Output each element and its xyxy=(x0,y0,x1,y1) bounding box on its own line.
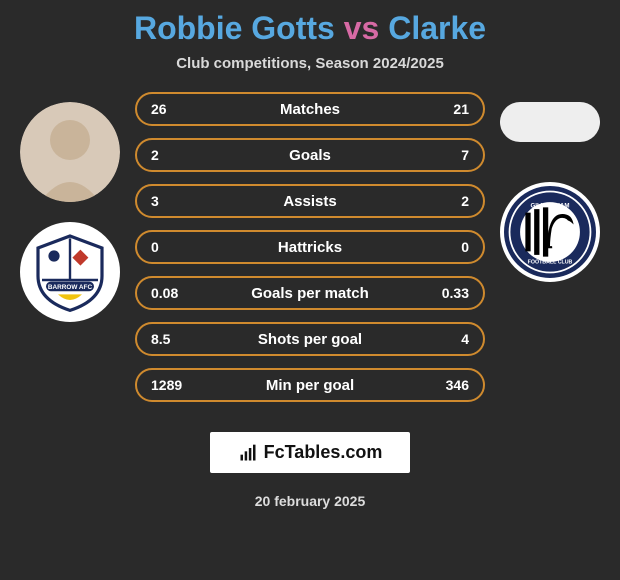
stat-label: Matches xyxy=(191,101,429,118)
avatar-placeholder-icon xyxy=(500,102,600,142)
stat-value-left: 0 xyxy=(151,239,191,255)
stat-label: Goals xyxy=(191,147,429,164)
stat-value-left: 3 xyxy=(151,193,191,209)
player1-club-badge: BARROW AFC xyxy=(20,222,120,322)
stat-value-right: 21 xyxy=(429,101,469,117)
stat-label: Hattricks xyxy=(191,239,429,256)
title-player2: Clarke xyxy=(388,10,486,46)
player1-avatar xyxy=(20,102,120,202)
gillingham-badge-icon: GILLINGHAM FOOTBALL CLUB xyxy=(506,188,594,276)
stat-value-right: 4 xyxy=(429,331,469,347)
stat-row: 26Matches21 xyxy=(135,92,485,126)
branding-text: FcTables.com xyxy=(264,442,383,463)
player2-avatar xyxy=(500,102,600,142)
stat-label: Assists xyxy=(191,193,429,210)
svg-text:GILLINGHAM: GILLINGHAM xyxy=(531,202,570,209)
svg-text:BARROW AFC: BARROW AFC xyxy=(48,284,93,291)
stats-table: 26Matches212Goals73Assists20Hattricks00.… xyxy=(135,92,485,402)
page-title: Robbie Gotts vs Clarke xyxy=(134,10,486,47)
stat-value-left: 26 xyxy=(151,101,191,117)
stat-row: 8.5Shots per goal4 xyxy=(135,322,485,356)
stat-label: Goals per match xyxy=(191,285,429,302)
title-player1: Robbie Gotts xyxy=(134,10,335,46)
stat-value-right: 7 xyxy=(429,147,469,163)
player2-club-badge: GILLINGHAM FOOTBALL CLUB xyxy=(500,182,600,282)
stat-label: Min per goal xyxy=(191,377,429,394)
svg-text:FOOTBALL CLUB: FOOTBALL CLUB xyxy=(528,260,573,266)
stat-label: Shots per goal xyxy=(191,331,429,348)
stat-value-right: 0 xyxy=(429,239,469,255)
stat-row: 0Hattricks0 xyxy=(135,230,485,264)
branding-badge: FcTables.com xyxy=(210,432,411,473)
stat-value-left: 8.5 xyxy=(151,331,191,347)
subtitle: Club competitions, Season 2024/2025 xyxy=(176,55,444,72)
right-side: GILLINGHAM FOOTBALL CLUB xyxy=(495,92,605,282)
title-vs: vs xyxy=(344,10,380,46)
left-side: BARROW AFC xyxy=(15,92,125,322)
stat-value-right: 346 xyxy=(429,377,469,393)
stat-value-right: 0.33 xyxy=(429,285,469,301)
barrow-badge-icon: BARROW AFC xyxy=(30,232,110,312)
stat-value-left: 1289 xyxy=(151,377,191,393)
stat-value-right: 2 xyxy=(429,193,469,209)
stat-row: 2Goals7 xyxy=(135,138,485,172)
chart-icon xyxy=(238,443,258,463)
stat-row: 1289Min per goal346 xyxy=(135,368,485,402)
stat-value-left: 2 xyxy=(151,147,191,163)
date-label: 20 february 2025 xyxy=(255,493,366,509)
stat-value-left: 0.08 xyxy=(151,285,191,301)
comparison-body: BARROW AFC 26Matches212Goals73Assists20H… xyxy=(0,92,620,402)
stat-row: 0.08Goals per match0.33 xyxy=(135,276,485,310)
stat-row: 3Assists2 xyxy=(135,184,485,218)
avatar-placeholder-icon xyxy=(20,102,120,202)
